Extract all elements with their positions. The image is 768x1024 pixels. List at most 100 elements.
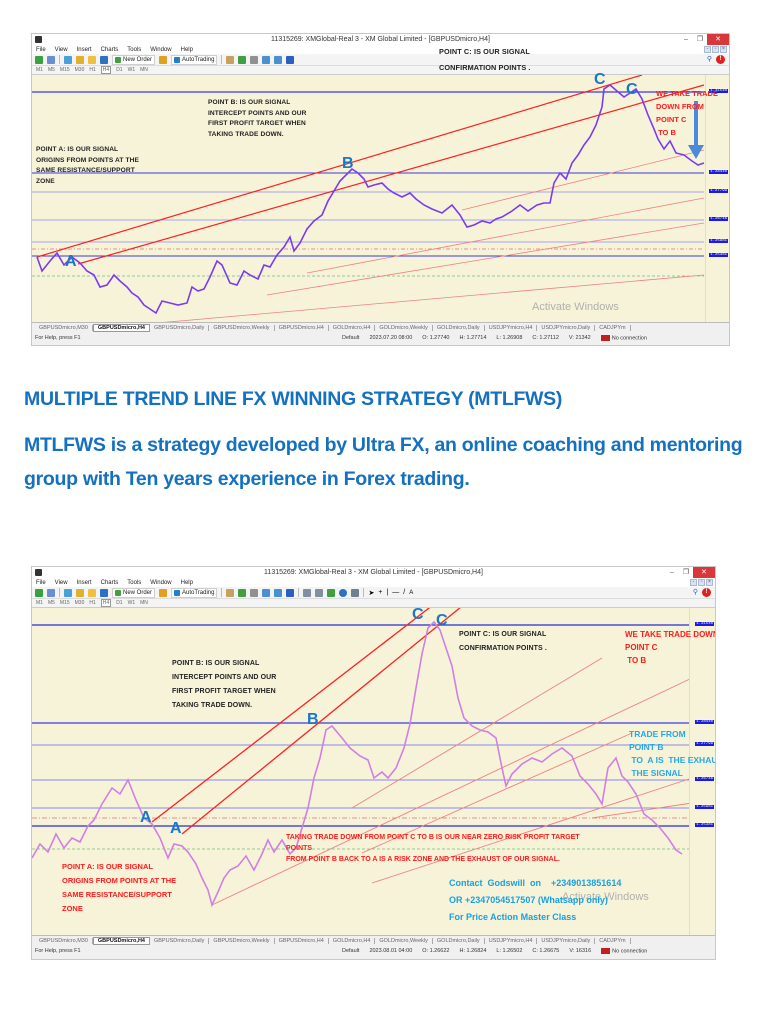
line-chart-icon[interactable] <box>250 588 259 597</box>
metaeditor-icon[interactable] <box>159 55 168 64</box>
chart-tab[interactable]: GOLDmicro,H4 <box>329 325 376 331</box>
candlestick-icon[interactable] <box>238 588 247 597</box>
menu-help[interactable]: Help <box>180 46 193 53</box>
tf-w1[interactable]: W1 <box>127 67 136 73</box>
chart-tab-active[interactable]: GBPUSDmicro,H4 <box>92 937 150 945</box>
data-window-icon[interactable] <box>88 55 96 64</box>
menu-file[interactable]: File <box>36 46 46 53</box>
autotrading-button[interactable]: AutoTrading <box>171 587 218 598</box>
tf-m1[interactable]: M1 <box>36 67 43 73</box>
mdi-minimize-button[interactable]: - <box>690 579 697 586</box>
menu-help[interactable]: Help <box>180 579 193 586</box>
mdi-restore-button[interactable]: ▫ <box>698 579 705 586</box>
maximize-button[interactable]: ❐ <box>682 569 690 576</box>
close-button[interactable]: ✕ <box>707 34 729 45</box>
vertical-line-icon[interactable]: | <box>386 589 389 596</box>
chart-tab[interactable]: CADJPYm <box>595 325 631 331</box>
minimize-button[interactable]: – <box>684 36 688 43</box>
tf-d1[interactable]: D1 <box>116 67 123 73</box>
line-chart-icon[interactable] <box>250 55 259 64</box>
maximize-button[interactable]: ❐ <box>696 36 704 43</box>
new-chart-icon[interactable] <box>35 588 43 597</box>
menu-tools[interactable]: Tools <box>127 579 142 586</box>
menu-view[interactable]: View <box>54 579 68 586</box>
terminal-icon[interactable] <box>100 55 108 64</box>
chart-tab[interactable]: GBPUSDmicro,M30 <box>35 325 93 331</box>
menu-file[interactable]: File <box>36 579 46 586</box>
tf-h1[interactable]: H1 <box>89 67 96 73</box>
menu-charts[interactable]: Charts <box>100 46 119 53</box>
chart-tab[interactable]: USDJPYmicro,Daily <box>537 938 596 944</box>
market-watch-icon[interactable] <box>64 55 72 64</box>
new-order-button[interactable]: New Order <box>112 54 156 65</box>
search-icon[interactable]: ⚲ <box>692 589 698 596</box>
price-axis[interactable]: 1.31540 1.28440 1.27799 1.26746 1.25981 … <box>705 75 729 322</box>
cursor-icon[interactable]: ➤ <box>368 589 375 597</box>
navigator-icon[interactable] <box>76 588 84 597</box>
search-icon[interactable]: ⚲ <box>706 56 712 63</box>
notification-icon[interactable]: ! <box>702 588 711 597</box>
tf-h4[interactable]: H4 <box>100 599 112 607</box>
tf-h4[interactable]: H4 <box>100 66 112 74</box>
chart-shift-icon[interactable] <box>315 588 324 597</box>
terminal-icon[interactable] <box>100 588 108 597</box>
mdi-minimize-button[interactable]: - <box>704 46 711 53</box>
chart-tab[interactable]: GBPUSDmicro,Daily <box>150 938 210 944</box>
candlestick-icon[interactable] <box>238 55 247 64</box>
chart-tab[interactable]: GBPUSDmicro,Daily <box>150 325 210 331</box>
price-chart[interactable]: 1.31540 1.28440 1.27799 1.26746 1.25981 … <box>32 47 729 322</box>
tf-m15[interactable]: M15 <box>59 67 70 73</box>
chart-tab[interactable]: GBPUSDmicro,Weekly <box>209 325 275 331</box>
tf-mn[interactable]: MN <box>140 600 148 606</box>
new-order-button[interactable]: New Order <box>112 587 156 598</box>
zoom-in-icon[interactable] <box>262 55 271 64</box>
new-chart-icon[interactable] <box>35 55 43 64</box>
tf-m1[interactable]: M1 <box>36 600 43 606</box>
zoom-in-icon[interactable] <box>262 588 271 597</box>
mdi-restore-button[interactable]: ▫ <box>712 46 719 53</box>
bar-chart-icon[interactable] <box>226 55 235 64</box>
menu-charts[interactable]: Charts <box>100 579 119 586</box>
tf-m30[interactable]: M30 <box>74 67 85 73</box>
templates-icon[interactable] <box>351 588 360 597</box>
chart-tab[interactable]: GOLDmicro,Daily <box>433 938 485 944</box>
trendline-icon[interactable]: / <box>403 589 406 596</box>
price-axis[interactable]: 1.31540 1.28440 1.27799 1.26746 1.25981 … <box>689 608 715 935</box>
profiles-icon[interactable] <box>47 588 55 597</box>
menu-tools[interactable]: Tools <box>127 46 142 53</box>
chart-tab[interactable]: GBPUSDmicro,H4 <box>275 938 329 944</box>
horizontal-line-icon[interactable]: — <box>392 589 400 596</box>
tf-m15[interactable]: M15 <box>59 600 70 606</box>
tf-m5[interactable]: M5 <box>47 67 55 73</box>
chart-tab[interactable]: GOLDmicro,Weekly <box>375 938 433 944</box>
chart-tab[interactable]: USDJPYmicro,H4 <box>485 325 538 331</box>
chart-tab-active[interactable]: GBPUSDmicro,H4 <box>92 324 150 332</box>
tf-h1[interactable]: H1 <box>89 600 96 606</box>
chart-tab[interactable]: GBPUSDmicro,H4 <box>275 325 329 331</box>
chart-tab[interactable]: GOLDmicro,Weekly <box>375 325 433 331</box>
metaeditor-icon[interactable] <box>159 588 168 597</box>
menu-view[interactable]: View <box>54 46 68 53</box>
tf-m5[interactable]: M5 <box>47 600 55 606</box>
close-button[interactable]: ✕ <box>693 567 715 578</box>
tile-windows-icon[interactable] <box>286 55 295 64</box>
navigator-icon[interactable] <box>76 55 84 64</box>
mdi-close-button[interactable]: × <box>720 46 727 53</box>
menu-insert[interactable]: Insert <box>76 579 92 586</box>
zoom-out-icon[interactable] <box>274 588 283 597</box>
chart-tab[interactable]: USDJPYmicro,Daily <box>537 325 596 331</box>
tf-w1[interactable]: W1 <box>127 600 136 606</box>
periods-icon[interactable] <box>339 588 348 597</box>
chart-tab[interactable]: CADJPYm <box>595 938 631 944</box>
menu-window[interactable]: Window <box>150 579 172 586</box>
chart-tab[interactable]: USDJPYmicro,H4 <box>485 938 538 944</box>
chart-tab[interactable]: GBPUSDmicro,Weekly <box>209 938 275 944</box>
tf-m30[interactable]: M30 <box>74 600 85 606</box>
crosshair-icon[interactable]: + <box>378 589 383 596</box>
autoscroll-icon[interactable] <box>303 588 312 597</box>
tf-mn[interactable]: MN <box>140 67 148 73</box>
minimize-button[interactable]: – <box>670 569 674 576</box>
bar-chart-icon[interactable] <box>226 588 235 597</box>
tile-windows-icon[interactable] <box>286 588 295 597</box>
profiles-icon[interactable] <box>47 55 55 64</box>
